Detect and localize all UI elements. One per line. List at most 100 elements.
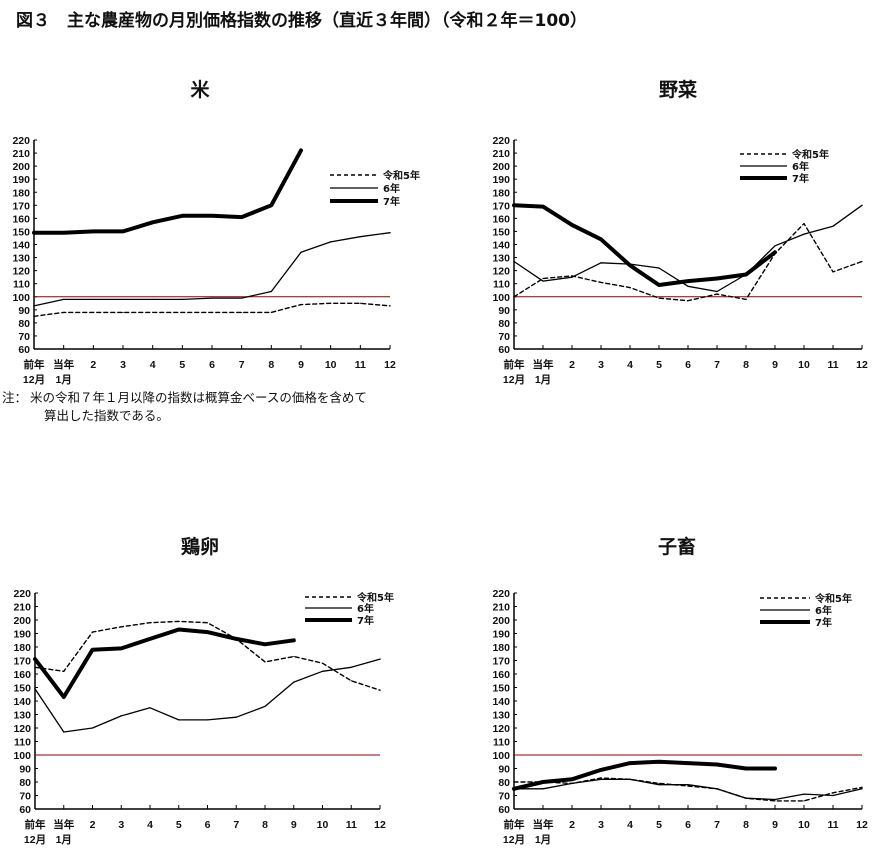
y-tick-label: 110 — [493, 279, 510, 291]
data-point — [600, 281, 602, 283]
data-point — [542, 788, 544, 790]
x-tick-label: 6 — [685, 359, 691, 371]
y-tick-label: 90 — [498, 764, 510, 776]
y-tick-label: 80 — [19, 777, 31, 789]
x-tick-label: 7 — [714, 819, 720, 831]
data-point — [270, 204, 272, 206]
y-tick-label: 150 — [13, 683, 31, 695]
x-tick-label: 12 — [374, 819, 386, 831]
data-point — [211, 215, 213, 217]
y-tick-label: 210 — [12, 148, 30, 160]
x-tick-label: 5 — [179, 359, 185, 371]
data-point — [600, 262, 602, 264]
data-point — [658, 784, 660, 786]
data-point — [542, 781, 544, 783]
x-tick-label: 3 — [120, 359, 126, 371]
data-point — [33, 232, 35, 234]
data-point — [774, 251, 776, 253]
data-point — [687, 285, 689, 287]
x-tick-label: 2 — [90, 819, 96, 831]
data-point — [300, 149, 302, 152]
data-point — [803, 793, 805, 795]
data-point — [178, 620, 180, 622]
data-point — [861, 204, 863, 206]
y-tick-label: 170 — [12, 200, 30, 212]
y-tick-label: 150 — [492, 683, 510, 695]
x-tick-label: 当年 — [53, 818, 74, 831]
y-tick-label: 220 — [12, 135, 30, 147]
y-tick-label: 190 — [492, 174, 510, 186]
y-tick-label: 100 — [492, 750, 510, 762]
data-point — [716, 788, 718, 790]
data-point — [687, 784, 689, 786]
x-tick-label: 12月 — [24, 834, 46, 846]
y-tick-label: 100 — [13, 750, 31, 762]
y-tick-label: 140 — [492, 240, 510, 252]
data-point — [206, 719, 209, 721]
note-line-1: 米の令和７年１月以降の指数は概算金ベースの価格を含めて — [30, 390, 367, 405]
y-tick-label: 160 — [12, 213, 30, 225]
y-tick-label: 100 — [12, 292, 30, 304]
data-point — [687, 300, 689, 302]
y-tick-label: 140 — [13, 696, 31, 708]
data-point — [241, 216, 243, 218]
data-point — [120, 715, 122, 717]
data-point — [774, 798, 776, 801]
y-tick-label: 190 — [12, 174, 30, 186]
y-tick-label: 180 — [13, 642, 31, 654]
data-point — [658, 761, 660, 763]
data-point — [181, 311, 183, 314]
data-point — [122, 230, 124, 233]
x-tick-label: 10 — [798, 819, 810, 831]
data-point — [181, 215, 183, 217]
x-tick-label: 8 — [743, 819, 749, 831]
x-tick-label: 10 — [798, 359, 810, 371]
data-point — [629, 762, 631, 764]
chart-1: 米607080901001101201301401501601701801902… — [12, 78, 420, 386]
x-tick-label: 前年 — [504, 358, 525, 371]
data-point — [803, 800, 805, 802]
y-tick-label: 60 — [18, 344, 30, 356]
data-point — [63, 696, 65, 698]
x-tick-label: 5 — [656, 359, 662, 371]
data-point — [91, 631, 94, 633]
y-tick-label: 220 — [13, 588, 31, 600]
data-point — [658, 284, 660, 286]
x-tick-label: 11 — [827, 819, 838, 831]
data-point — [389, 305, 391, 307]
x-tick-label: 2 — [90, 359, 96, 371]
data-point — [803, 223, 805, 225]
data-point — [120, 647, 122, 649]
y-tick-label: 140 — [12, 240, 30, 252]
data-point — [206, 631, 209, 633]
data-point — [63, 298, 65, 300]
x-tick-label: 4 — [150, 359, 156, 371]
legend-label: 7年 — [792, 172, 809, 185]
x-tick-label: 4 — [627, 359, 633, 371]
series-line-thick — [512, 203, 777, 287]
x-tick-label: 2 — [569, 359, 575, 371]
data-point — [350, 666, 352, 668]
data-point — [235, 638, 237, 640]
legend-label: 6年 — [383, 182, 400, 195]
x-tick-label: 1月 — [535, 374, 551, 386]
data-point — [300, 251, 302, 253]
y-tick-label: 210 — [492, 602, 510, 614]
y-tick-label: 70 — [498, 791, 510, 803]
data-point — [513, 296, 515, 298]
x-tick-label: 9 — [772, 819, 778, 831]
data-point — [293, 681, 295, 683]
data-point — [92, 311, 94, 314]
data-point — [178, 628, 180, 631]
series-line-dashed — [33, 302, 391, 317]
x-tick-label: 3 — [598, 819, 604, 831]
data-point — [293, 639, 295, 641]
data-point — [270, 311, 272, 314]
x-tick-label: 1月 — [55, 374, 71, 386]
x-tick-label: 12月 — [23, 374, 45, 386]
y-tick-label: 180 — [492, 187, 510, 199]
data-point — [600, 777, 602, 779]
data-point — [629, 264, 631, 266]
data-point — [861, 260, 863, 263]
